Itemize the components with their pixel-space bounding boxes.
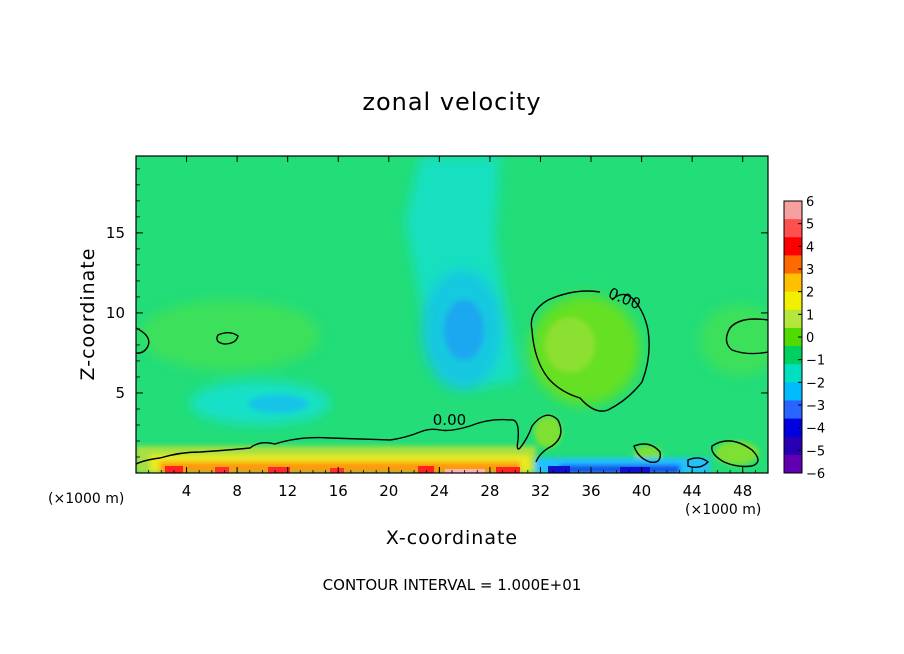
colorbar-label: −6 bbox=[806, 467, 825, 482]
x-tick-label: 4 bbox=[182, 482, 192, 500]
colorbar-swatch bbox=[784, 309, 802, 329]
x-tick-label: 44 bbox=[683, 482, 702, 500]
field-green-right bbox=[700, 305, 768, 375]
contour-interval-note: CONTOUR INTERVAL = 1.000E+01 bbox=[322, 576, 582, 594]
colorbar-label: 4 bbox=[806, 240, 814, 255]
y-axis-ticks: 5 10 15 bbox=[106, 168, 768, 458]
contour-right-edge bbox=[725, 318, 768, 355]
colorbar-swatch bbox=[784, 237, 802, 256]
x-tick-label: 28 bbox=[480, 482, 499, 500]
colorbar-label: −1 bbox=[806, 354, 825, 369]
x-tick-label: 40 bbox=[632, 482, 651, 500]
contour-surface bbox=[136, 414, 562, 465]
field-green-left bbox=[140, 300, 320, 370]
colorbar-swatch bbox=[784, 201, 802, 220]
colorbar-label: −3 bbox=[806, 399, 825, 414]
y-tick-label: 15 bbox=[106, 224, 125, 242]
x-tick-label: 12 bbox=[278, 482, 297, 500]
field-blue-core bbox=[444, 300, 484, 360]
contour-right-blob bbox=[530, 290, 650, 412]
x-unit-label-right: (×1000 m) bbox=[685, 502, 762, 518]
y-axis-label: Z-coordinate bbox=[77, 247, 99, 381]
colorbar-swatch bbox=[784, 255, 802, 275]
field-lime-core bbox=[545, 317, 595, 373]
colorbar-label: 2 bbox=[806, 286, 814, 301]
colorbar-label: 1 bbox=[806, 308, 814, 323]
colorbar-label: −2 bbox=[806, 376, 825, 391]
colorbar-swatch bbox=[784, 400, 802, 420]
colorbar-swatch bbox=[784, 364, 802, 383]
colorbar-swatch bbox=[784, 454, 802, 474]
contour-left-edge bbox=[136, 327, 150, 354]
velocity-field bbox=[136, 156, 768, 473]
field-low-blue bbox=[248, 395, 308, 413]
x-tick-label: 48 bbox=[733, 482, 752, 500]
x-tick-label: 20 bbox=[379, 482, 398, 500]
x-tick-label: 32 bbox=[531, 482, 550, 500]
contour-mid-loop bbox=[633, 443, 661, 463]
colorbar-swatch bbox=[784, 418, 802, 438]
field-surface-orange bbox=[160, 462, 520, 473]
field-lime-bump bbox=[534, 416, 562, 448]
x-tick-label: 8 bbox=[232, 482, 242, 500]
x-axis-ticks: 4 8 12 16 20 24 28 32 36 40 44 48 bbox=[148, 156, 756, 500]
colorbar-swatch bbox=[784, 346, 802, 365]
colorbar-swatch bbox=[784, 273, 802, 293]
colorbar: 6 5 4 3 2 1 0 −1 −2 −3 −4 −5 −6 bbox=[783, 195, 825, 482]
colorbar-label: 3 bbox=[806, 263, 814, 278]
colorbar-label: −4 bbox=[806, 422, 825, 437]
colorbar-label: 0 bbox=[806, 331, 814, 346]
x-axis-label: X-coordinate bbox=[385, 527, 519, 549]
contour-small-loop bbox=[216, 332, 239, 345]
x-tick-label: 16 bbox=[329, 482, 348, 500]
x-unit-label-left: (×1000 m) bbox=[48, 491, 125, 507]
colorbar-swatch bbox=[784, 291, 802, 311]
x-tick-label: 36 bbox=[581, 482, 600, 500]
colorbar-swatch bbox=[784, 436, 802, 456]
contour-right-loop bbox=[711, 440, 759, 468]
chart-title: zonal velocity bbox=[362, 88, 542, 116]
colorbar-label: 6 bbox=[806, 195, 814, 210]
y-tick-label: 10 bbox=[106, 304, 125, 322]
colorbar-swatch bbox=[784, 219, 802, 238]
colorbar-swatch bbox=[784, 327, 802, 347]
colorbar-label: −5 bbox=[806, 444, 825, 459]
y-tick-label: 5 bbox=[115, 384, 125, 402]
colorbar-label: 5 bbox=[806, 218, 814, 233]
contour-label: 0.00 bbox=[433, 411, 466, 429]
colorbar-swatch bbox=[784, 382, 802, 401]
field-lime-right bbox=[715, 441, 759, 465]
x-tick-label: 24 bbox=[430, 482, 449, 500]
